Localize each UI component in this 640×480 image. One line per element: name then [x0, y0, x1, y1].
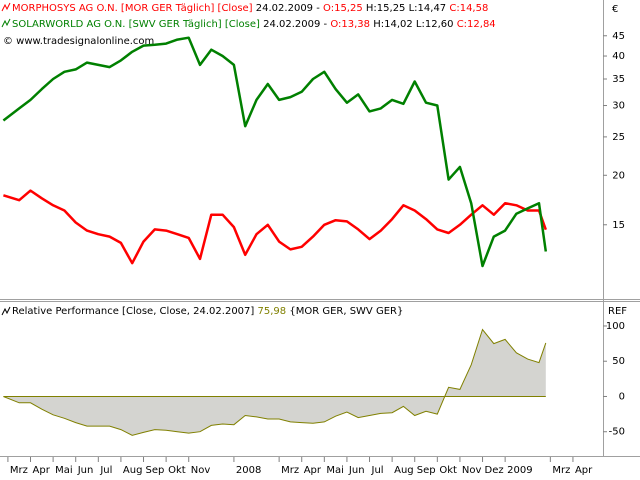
- y-tick-label: 45: [612, 31, 625, 42]
- x-tick-label: Mrz: [281, 465, 299, 476]
- y-tick-label: 15: [612, 220, 625, 231]
- x-tick-label: Mrz: [10, 465, 28, 476]
- y-tick-label: 25: [612, 132, 625, 143]
- y-tick-label: -50: [609, 427, 625, 438]
- x-tick-label: Mai: [326, 465, 344, 476]
- series-icon: [1, 2, 11, 12]
- date: 24.02.2009 -: [256, 3, 320, 14]
- series-name: Relative Performance [Close, Close, 24.0…: [12, 306, 254, 317]
- last-value: 75,98: [258, 306, 287, 317]
- y-tick-label: 100: [606, 321, 625, 332]
- legend-entry: MORPHOSYS AG O.N. [MOR GER Täglich] [Clo…: [12, 3, 488, 14]
- x-tick-label: Jul: [99, 465, 112, 476]
- series-name: MORPHOSYS AG O.N. [MOR GER Täglich] [Clo…: [12, 3, 253, 14]
- x-tick-label: Sep: [146, 465, 165, 476]
- y-tick-label: 0: [619, 391, 625, 402]
- copyright: © www.tradesignalonline.com: [3, 36, 154, 47]
- series-name: SOLARWORLD AG O.N. [SWV GER Täglich] [Cl…: [12, 19, 260, 30]
- x-tick-label: Okt: [439, 465, 457, 476]
- open: O:13,38: [330, 19, 370, 30]
- x-tick-label: Mrz: [552, 465, 570, 476]
- legend-entry: Relative Performance [Close, Close, 24.0…: [12, 306, 403, 317]
- series-icon: [1, 18, 11, 28]
- y-tick-label: 20: [612, 170, 625, 181]
- x-tick-label: Dez: [485, 465, 504, 476]
- series-line: [3, 189, 547, 265]
- y-tick-label: 35: [612, 74, 625, 85]
- legend-entry: SOLARWORLD AG O.N. [SWV GER Täglich] [Cl…: [12, 19, 496, 30]
- x-tick-label: Apr: [575, 465, 593, 476]
- close: C:14,58: [449, 3, 488, 14]
- high-low: H:15,25 L:14,47: [366, 3, 446, 14]
- x-tick-label: Mai: [55, 465, 73, 476]
- x-tick-label: Okt: [168, 465, 186, 476]
- x-tick-label: Jul: [371, 465, 384, 476]
- x-tick-label: Sep: [417, 465, 436, 476]
- x-tick-label: Jun: [77, 465, 94, 476]
- series-line: [2, 36, 548, 268]
- series-icon: [1, 306, 11, 316]
- x-tick-label: Apr: [33, 465, 51, 476]
- series-area: [3, 329, 546, 436]
- x-tick-label: Apr: [304, 465, 322, 476]
- ref-label: REF: [608, 306, 627, 317]
- y-tick-label: 50: [612, 356, 625, 367]
- x-tick-label: Aug: [394, 465, 414, 476]
- x-tick-label: Nov: [191, 465, 211, 476]
- y-tick-label: 40: [612, 51, 625, 62]
- x-tick-label: 2009: [507, 465, 532, 476]
- y-tick-label: 30: [612, 101, 625, 112]
- symbols: {MOR GER, SWV GER}: [289, 306, 403, 317]
- x-tick-label: Nov: [462, 465, 482, 476]
- x-tick-label: Jun: [348, 465, 365, 476]
- close: C:12,84: [457, 19, 496, 30]
- x-tick-label: 2008: [236, 465, 261, 476]
- x-tick-label: Aug: [123, 465, 143, 476]
- open: O:15,25: [323, 3, 363, 14]
- currency: €: [612, 4, 618, 15]
- high-low: H:14,02 L:12,60: [373, 19, 453, 30]
- date: 24.02.2009 -: [263, 19, 327, 30]
- series-line: [3, 328, 547, 436]
